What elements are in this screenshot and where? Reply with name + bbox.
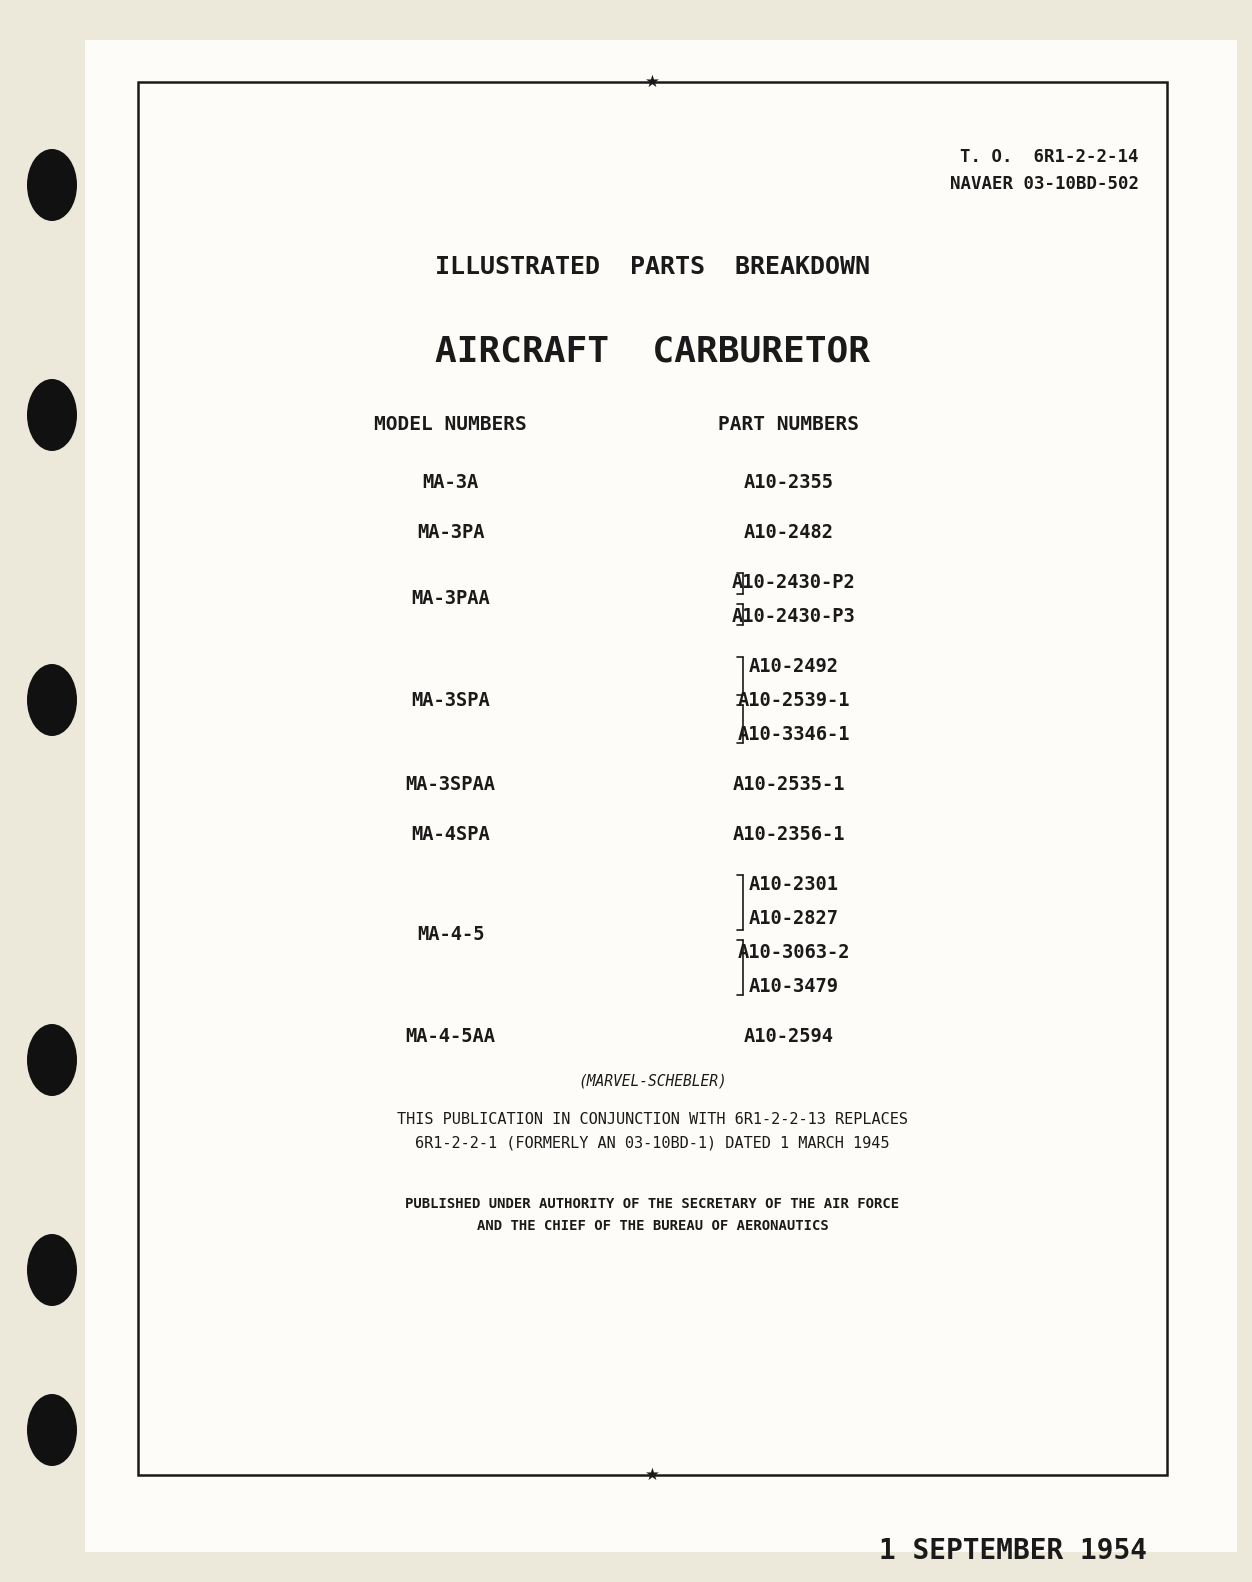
Text: A10-2482: A10-2482 <box>744 522 834 541</box>
Text: MA-3PAA: MA-3PAA <box>412 590 490 609</box>
Text: A10-2827: A10-2827 <box>749 908 839 927</box>
Ellipse shape <box>28 1234 78 1307</box>
Text: A10-2539-1: A10-2539-1 <box>737 690 850 709</box>
Text: A10-3063-2: A10-3063-2 <box>737 943 850 962</box>
Text: AND THE CHIEF OF THE BUREAU OF AERONAUTICS: AND THE CHIEF OF THE BUREAU OF AERONAUTI… <box>477 1220 829 1232</box>
Text: MA-3PA: MA-3PA <box>417 522 485 541</box>
Text: MA-4SPA: MA-4SPA <box>412 824 490 843</box>
Ellipse shape <box>28 664 78 736</box>
Text: A10-2492: A10-2492 <box>749 657 839 676</box>
Text: A10-2430-P3: A10-2430-P3 <box>732 606 855 625</box>
Text: A10-3479: A10-3479 <box>749 976 839 995</box>
Text: MA-3SPA: MA-3SPA <box>412 690 490 709</box>
Text: A10-2301: A10-2301 <box>749 875 839 894</box>
Ellipse shape <box>28 1394 78 1467</box>
Text: A10-2356-1: A10-2356-1 <box>732 824 845 843</box>
Text: AIRCRAFT  CARBURETOR: AIRCRAFT CARBURETOR <box>434 335 870 369</box>
Text: MA-4-5: MA-4-5 <box>417 925 485 944</box>
Text: MODEL NUMBERS: MODEL NUMBERS <box>374 414 527 433</box>
Text: ★: ★ <box>645 73 660 92</box>
Ellipse shape <box>28 1024 78 1096</box>
Text: A10-2430-P2: A10-2430-P2 <box>732 573 855 592</box>
Ellipse shape <box>28 149 78 221</box>
Text: (MARVEL-SCHEBLER): (MARVEL-SCHEBLER) <box>578 1074 727 1088</box>
Text: A10-2355: A10-2355 <box>744 473 834 492</box>
Ellipse shape <box>28 380 78 451</box>
Text: NAVAER 03-10BD-502: NAVAER 03-10BD-502 <box>950 176 1139 193</box>
Text: MA-3SPAA: MA-3SPAA <box>406 775 496 794</box>
Text: A10-3346-1: A10-3346-1 <box>737 725 850 744</box>
Bar <box>138 82 1167 1474</box>
Text: ILLUSTRATED  PARTS  BREAKDOWN: ILLUSTRATED PARTS BREAKDOWN <box>434 255 870 278</box>
Text: T. O.  6R1-2-2-14: T. O. 6R1-2-2-14 <box>960 149 1139 166</box>
Text: MA-3A: MA-3A <box>423 473 478 492</box>
Text: MA-4-5AA: MA-4-5AA <box>406 1027 496 1046</box>
Text: ★: ★ <box>645 1467 660 1484</box>
Text: PUBLISHED UNDER AUTHORITY OF THE SECRETARY OF THE AIR FORCE: PUBLISHED UNDER AUTHORITY OF THE SECRETA… <box>406 1198 900 1210</box>
Text: THIS PUBLICATION IN CONJUNCTION WITH 6R1-2-2-13 REPLACES: THIS PUBLICATION IN CONJUNCTION WITH 6R1… <box>397 1112 908 1126</box>
Text: 6R1-2-2-1 (FORMERLY AN 03-10BD-1) DATED 1 MARCH 1945: 6R1-2-2-1 (FORMERLY AN 03-10BD-1) DATED … <box>416 1136 890 1152</box>
Text: A10-2535-1: A10-2535-1 <box>732 775 845 794</box>
Text: A10-2594: A10-2594 <box>744 1027 834 1046</box>
Text: 1 SEPTEMBER 1954: 1 SEPTEMBER 1954 <box>879 1538 1147 1565</box>
Text: PART NUMBERS: PART NUMBERS <box>719 414 859 433</box>
